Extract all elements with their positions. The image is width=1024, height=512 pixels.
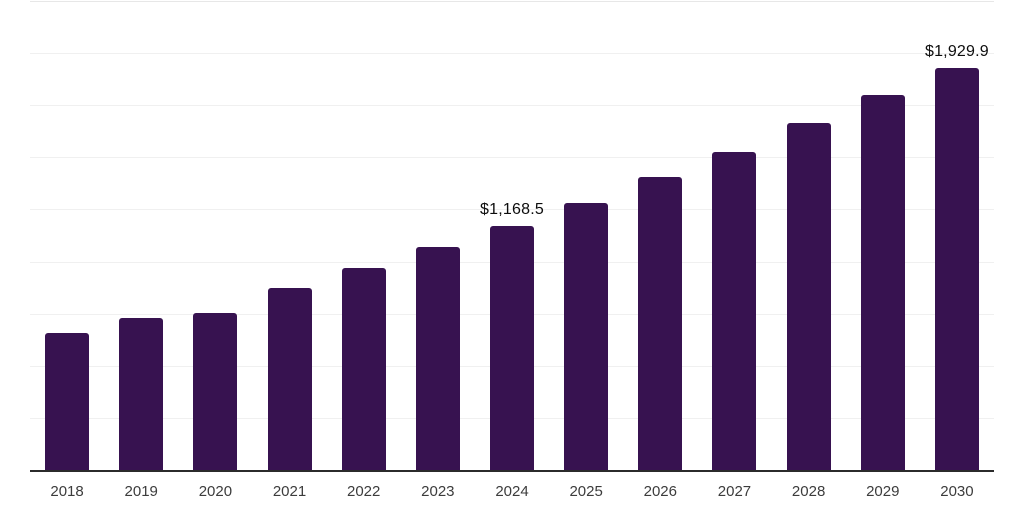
x-tick-label-2028: 2028 bbox=[791, 483, 826, 500]
x-tick-label-2023: 2023 bbox=[421, 483, 455, 500]
bar-2025[interactable] bbox=[564, 203, 609, 470]
plot-top-border bbox=[30, 1, 994, 2]
bar-2020[interactable] bbox=[193, 312, 238, 470]
gridline bbox=[30, 209, 994, 211]
x-tick-label-2030: 2030 bbox=[940, 483, 974, 500]
plot-area: $1,168.5 $1,929.9 bbox=[30, 1, 994, 472]
bar-2022[interactable] bbox=[341, 268, 386, 470]
bar-2018[interactable] bbox=[45, 332, 90, 470]
bar-2028[interactable] bbox=[786, 122, 831, 470]
x-tick-label-2029: 2029 bbox=[866, 483, 900, 500]
bar-2024[interactable] bbox=[490, 226, 534, 470]
x-tick-label-2022: 2022 bbox=[347, 483, 381, 500]
bar-2027[interactable] bbox=[712, 151, 757, 470]
bar-2030[interactable] bbox=[934, 67, 979, 470]
x-tick-label-2021: 2021 bbox=[272, 483, 307, 500]
x-axis-labels: 2018 2019 2020 2021 2022 2023 2024 2025 2026 2027… bbox=[30, 483, 994, 507]
x-tick-label-2019: 2019 bbox=[124, 483, 158, 500]
gridline bbox=[30, 157, 994, 159]
x-tick-label-2020: 2020 bbox=[198, 483, 233, 500]
gridline bbox=[30, 105, 994, 107]
x-tick-label-2025: 2025 bbox=[569, 483, 603, 500]
x-tick-label-2018: 2018 bbox=[50, 483, 84, 500]
x-tick-label-2027: 2027 bbox=[717, 483, 752, 500]
x-tick-label-2026: 2026 bbox=[643, 483, 677, 500]
gridline bbox=[30, 53, 994, 55]
bar-2021[interactable] bbox=[267, 288, 312, 470]
bar-value-label-2024: $1,168.5 bbox=[480, 201, 544, 219]
bar-2029[interactable] bbox=[860, 94, 905, 470]
bar-value-label-2030: $1,929.9 bbox=[924, 42, 989, 60]
x-tick-label-2024: 2024 bbox=[495, 483, 529, 500]
bar-2019[interactable] bbox=[119, 317, 164, 470]
bar-2023[interactable] bbox=[415, 247, 460, 470]
bar-2026[interactable] bbox=[638, 177, 683, 470]
